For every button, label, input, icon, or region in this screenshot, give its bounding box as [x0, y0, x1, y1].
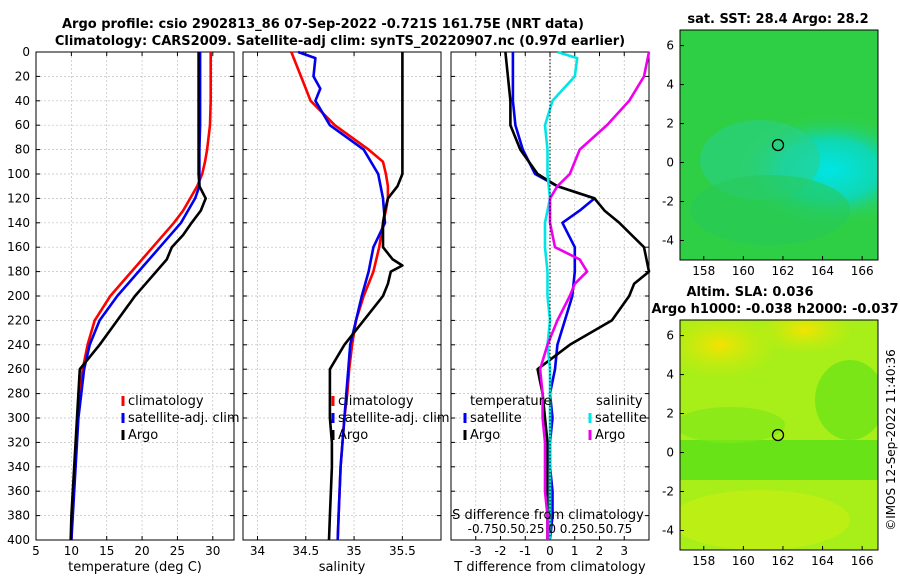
x-tick-label: 30 — [205, 544, 220, 558]
difference-panel: -3 -2 -1 0 1 2 3 T difference from climatology t… — [450, 50, 651, 575]
x-tick-label: 34.5 — [292, 544, 319, 558]
legend-label: Argo — [595, 428, 625, 443]
y-tick-label: 380 — [7, 509, 30, 523]
y-tick-label: 120 — [7, 191, 30, 205]
map-x-tick-label: 164 — [811, 554, 834, 568]
sst-map-title: sat. SST: 28.4 Argo: 28.2 — [687, 12, 868, 27]
y-tick-label: 340 — [7, 460, 30, 474]
sst-argo-location-marker — [771, 138, 785, 152]
map-y-tick-label: -2 — [662, 485, 674, 499]
x-tick-label: 0 — [546, 544, 554, 558]
series-line-argo — [69, 52, 207, 541]
x-axis-label: T difference from climatology — [453, 560, 646, 575]
map-y-tick-label: 4 — [666, 78, 674, 92]
sla-map-title-2: Argo h1000: -0.038 h2000: -0.037 — [651, 302, 898, 317]
imos-timestamp: ©IMOS 12-Sep-2022 11:40:36 — [884, 349, 898, 531]
x-axis-label: salinity — [319, 560, 366, 575]
s-diff-tick-labels: -0.750.50.25 0 0.250.50.75 — [468, 522, 633, 536]
map-x-tick-label: 158 — [692, 554, 715, 568]
x-tick-label: 2 — [596, 544, 604, 558]
map-y-tick-label: 2 — [666, 117, 674, 131]
series-line-t-argo — [504, 51, 651, 540]
y-tick-label: 320 — [7, 435, 30, 449]
legend-label: satellite-adj. clim — [338, 411, 450, 426]
y-tick-label: 240 — [7, 338, 30, 352]
x-tick-label: 1 — [571, 544, 579, 558]
y-tick-label: 300 — [7, 411, 30, 425]
title-line-1: Argo profile: csio 2902813_86 07-Sep-202… — [62, 17, 584, 32]
y-tick-label: 100 — [7, 167, 30, 181]
x-tick-label: 35.5 — [389, 544, 416, 558]
map-y-tick-label: 0 — [666, 446, 674, 460]
map-x-tick-label: 162 — [772, 264, 795, 278]
legend-label: Argo — [338, 428, 368, 443]
sla-argo-location-marker — [771, 428, 785, 442]
sst-map-axes: 158 160 162 164 166 -4 -2 0 2 4 6 — [662, 39, 874, 278]
x-tick-label: 35 — [346, 544, 361, 558]
map-x-tick-label: 166 — [851, 264, 874, 278]
map-y-tick-label: -2 — [662, 195, 674, 209]
sst-map-frame — [679, 29, 879, 261]
y-tick-label: 280 — [7, 387, 30, 401]
x-axis-label: temperature (deg C) — [68, 560, 202, 575]
x-tick-label: 34 — [250, 544, 265, 558]
map-y-tick-label: 0 — [666, 156, 674, 170]
title-line-2: Climatology: CARS2009. Satellite-adj cli… — [55, 34, 625, 49]
map-x-tick-label: 160 — [732, 264, 755, 278]
legend-title-temperature: temperature — [470, 394, 552, 409]
series-line-satellite-adj-clim — [297, 50, 387, 541]
y-tick-label: 20 — [15, 69, 30, 83]
sla-map-axes: 158 160 162 164 166 -4 -2 0 2 4 6 — [662, 329, 874, 568]
map-y-tick-label: 4 — [666, 368, 674, 382]
legend-title-salinity: salinity — [596, 394, 643, 409]
y-tick-label: 60 — [15, 118, 30, 132]
map-y-tick-label: -4 — [662, 524, 674, 538]
x-tick-label: -2 — [495, 544, 507, 558]
y-tick-label: 180 — [7, 265, 30, 279]
y-tick-label: 160 — [7, 240, 30, 254]
series-line-s-argo — [538, 51, 651, 540]
y-tick-label: 140 — [7, 216, 30, 230]
map-y-tick-label: 2 — [666, 407, 674, 421]
x-tick-label: 10 — [64, 544, 79, 558]
map-x-tick-label: 158 — [692, 264, 715, 278]
sla-map-frame — [679, 319, 879, 551]
legend-label: climatology — [128, 394, 204, 409]
map-x-tick-label: 164 — [811, 264, 834, 278]
y-tick-label: 80 — [15, 143, 30, 157]
legend-label: Argo — [470, 428, 500, 443]
sst-map-field — [680, 30, 878, 260]
legend-label: climatology — [338, 394, 414, 409]
legend-label: satellite-adj. clim — [128, 411, 240, 426]
y-tick-label: 40 — [15, 94, 30, 108]
x-tick-label: 20 — [134, 544, 149, 558]
x-tick-label: 25 — [170, 544, 185, 558]
y-tick-label: 360 — [7, 484, 30, 498]
map-y-tick-label: -4 — [662, 234, 674, 248]
legend-label: satellite — [595, 411, 647, 426]
salinity-panel: 34 34.5 35 35.5 salinity climatology satellite… — [242, 50, 450, 575]
x-tick-label: 3 — [620, 544, 628, 558]
y-tick-label: 0 — [22, 45, 30, 59]
y-tick-label: 220 — [7, 313, 30, 327]
sla-map-field — [680, 320, 878, 550]
x-tick-label: 15 — [99, 544, 114, 558]
map-x-tick-label: 166 — [851, 554, 874, 568]
legend-label: Argo — [128, 428, 158, 443]
map-x-tick-label: 160 — [732, 554, 755, 568]
x-tick-label: 5 — [32, 544, 40, 558]
map-x-tick-label: 162 — [772, 554, 795, 568]
x-tick-label: -3 — [470, 544, 482, 558]
legend-label: satellite — [470, 411, 522, 426]
y-tick-label: 200 — [7, 289, 30, 303]
s-diff-axis-label: S difference from climatology — [452, 508, 644, 523]
map-y-tick-label: 6 — [666, 329, 674, 343]
y-tick-label: 400 — [7, 533, 30, 547]
y-tick-label: 260 — [7, 362, 30, 376]
x-tick-label: -1 — [519, 544, 531, 558]
sla-map-title-1: Altim. SLA: 0.036 — [687, 285, 814, 300]
map-y-tick-label: 6 — [666, 39, 674, 53]
